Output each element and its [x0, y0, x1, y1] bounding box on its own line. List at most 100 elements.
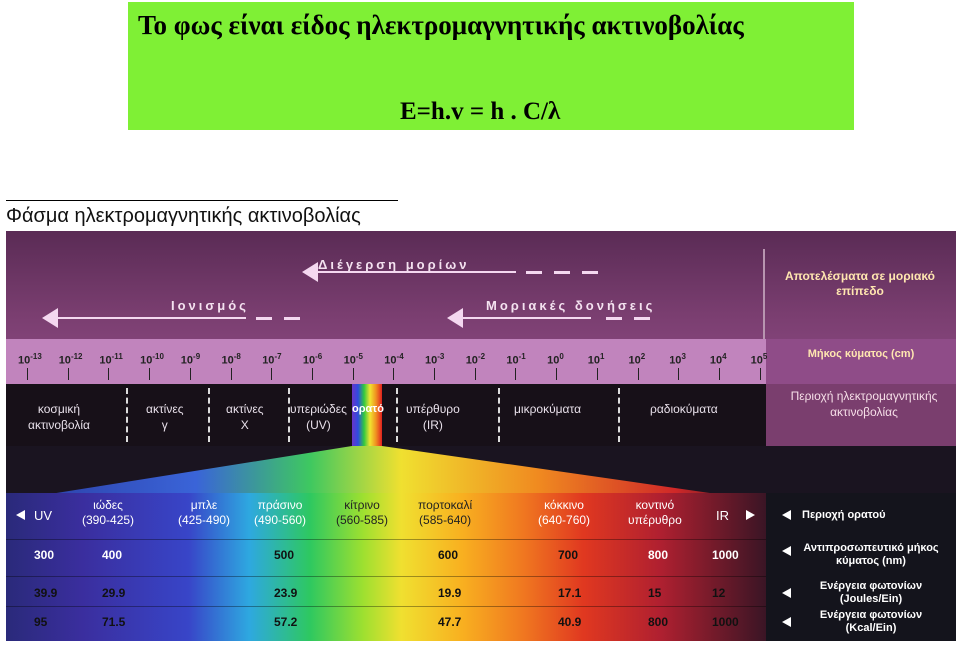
dash: [526, 271, 542, 274]
dash: [582, 271, 598, 274]
triangle-left-icon: [782, 588, 791, 598]
color-violet: ιώδες (390-425): [82, 498, 134, 528]
ionization-arrow-line: [56, 317, 246, 319]
wavelength-tick: [311, 368, 313, 380]
excitation-arrow-head: [302, 262, 318, 282]
title-banner: Το φως είναι είδος ηλεκτρομαγνητικής ακτ…: [128, 2, 854, 130]
color-violet-name: ιώδες: [93, 498, 123, 512]
color-blue-range: (425-490): [178, 513, 231, 527]
region-divider: [498, 388, 500, 442]
wavelength-scale: [6, 339, 766, 384]
region-divider: [288, 388, 290, 442]
triangle-right-icon: [746, 510, 755, 520]
section-subtitle: Φάσμα ηλεκτρομαγνητικής ακτινοβολίας: [6, 200, 398, 231]
wavelength-tick: [556, 368, 558, 380]
wavelength-tick-label: 10-4: [384, 352, 404, 367]
wavelength-tick-label: 10-1: [506, 352, 526, 367]
section-subtitle-text: Φάσμα ηλεκτρομαγνητικής ακτινοβολίας: [6, 205, 361, 227]
color-violet-range: (390-425): [82, 513, 135, 527]
region-divider: [618, 388, 620, 442]
wavelength-tick-label: 100: [547, 352, 564, 367]
band-separator: [763, 249, 765, 383]
region-uv: υπεριώδες (UV): [290, 402, 347, 432]
nm-label: Αντιπροσωπευτικό μήκος κύματος (nm): [803, 542, 939, 567]
region-xray: ακτίνες X: [226, 402, 264, 432]
kcal-value: 71.5: [102, 615, 126, 629]
wavelength-tick-label: 105: [750, 352, 768, 367]
wavelength-scale-label-cell: [766, 339, 956, 384]
joule-value: 17.1: [558, 586, 582, 600]
region-micro: μικροκύματα: [514, 402, 582, 416]
joule-value: 19.9: [438, 586, 462, 600]
visible-beam: [6, 446, 766, 501]
wavelength-tick-label: 10-9: [180, 352, 201, 367]
nm-value: 600: [438, 548, 459, 562]
visible-strip: [352, 384, 382, 446]
color-green: πράσινο (490-560): [254, 498, 306, 528]
excitation-label: Διέγερση μορίων: [318, 257, 470, 272]
wavelength-tick-label: 10-10: [140, 352, 164, 367]
wavelength-tick: [271, 368, 273, 380]
color-orange: πορτοκαλί (585-640): [418, 498, 472, 528]
wavelength-tick: [27, 368, 28, 380]
region-radio: ραδιοκύματα: [650, 402, 718, 416]
wavelength-tick-label: 102: [628, 352, 646, 367]
wavelength-tick-label: 103: [669, 352, 686, 367]
region-area-label: Περιοχή ηλεκτρομαγνητικής ακτινοβολίας: [790, 389, 938, 419]
color-yellow-range: (560-585): [336, 513, 389, 527]
wavelength-label: Μήκος κύματος (cm): [807, 348, 915, 360]
region-visible: ορατό: [352, 403, 384, 415]
wavelength-tick: [678, 368, 680, 380]
wavelength-tick-label: 10-6: [302, 352, 323, 367]
wavelength-tick: [596, 368, 598, 380]
joule-label: Ενέργεια φωτονίων (Joules/Ein): [819, 580, 923, 605]
kcal-value: 800: [648, 615, 669, 629]
wavelength-tick: [434, 368, 435, 380]
wavelength-tick-label: 10-5: [343, 352, 363, 367]
color-orange-name: πορτοκαλί: [418, 498, 473, 512]
color-ir: IR: [716, 508, 729, 523]
kcal-label: Ενέργεια φωτονίων (Kcal/Ein): [819, 609, 923, 634]
vibration-label: Μοριακές δονήσεις: [486, 298, 656, 313]
kcal-value: 57.2: [274, 615, 298, 629]
wavelength-tick-label: 10-7: [262, 352, 282, 367]
kcal-value: 1000: [712, 615, 739, 629]
region-row: [6, 384, 766, 446]
visible-spectrum: [6, 493, 766, 641]
region-divider: [396, 388, 398, 442]
joule-value: 15: [648, 586, 662, 600]
region-area-cell: [766, 384, 956, 446]
energy-formula: E=h.v = h . C/λ: [400, 98, 561, 125]
row-divider: [6, 606, 766, 607]
wavelength-tick: [718, 368, 720, 380]
color-yellow-name: κίτρινο: [344, 498, 380, 512]
wavelength-tick: [149, 368, 151, 380]
wavelength-tick: [352, 368, 354, 380]
region-cosmic: κοσμική ακτινοβολία: [28, 402, 90, 432]
nm-value: 800: [648, 548, 669, 562]
ionization-label: Ιονισμός: [171, 298, 249, 313]
color-yellow: κίτρινο (560-585): [336, 498, 388, 528]
color-orange-range: (585-640): [419, 513, 472, 527]
wavelength-tick: [474, 368, 476, 380]
spectrum-figure: Διέγερση μορίων Ιονισμός Μοριακές δονήσε…: [6, 231, 956, 641]
nm-value: 500: [274, 548, 295, 562]
page-title: Το φως είναι είδος ηλεκτρομαγνητικής ακτ…: [138, 10, 744, 40]
visible-area-label: Περιοχή ορατού: [802, 509, 886, 521]
region-divider: [126, 388, 128, 442]
nm-value: 1000: [712, 548, 739, 562]
wavelength-tick: [67, 368, 69, 380]
dash: [606, 317, 622, 320]
kcal-value: 47.7: [438, 615, 462, 629]
triangle-left-icon: [782, 546, 791, 556]
wavelength-tick-label: 10-8: [221, 352, 241, 367]
wavelength-tick-label: 10-3: [425, 352, 445, 367]
vibration-arrow-head: [447, 308, 463, 328]
wavelength-tick-label: 10-13: [18, 352, 42, 367]
wavelength-tick: [759, 368, 761, 380]
wavelength-tick: [230, 368, 232, 380]
color-blue: μπλε (425-490): [178, 498, 230, 528]
joule-value: 12: [712, 586, 726, 600]
wavelength-tick: [393, 368, 395, 380]
region-divider: [208, 388, 210, 442]
